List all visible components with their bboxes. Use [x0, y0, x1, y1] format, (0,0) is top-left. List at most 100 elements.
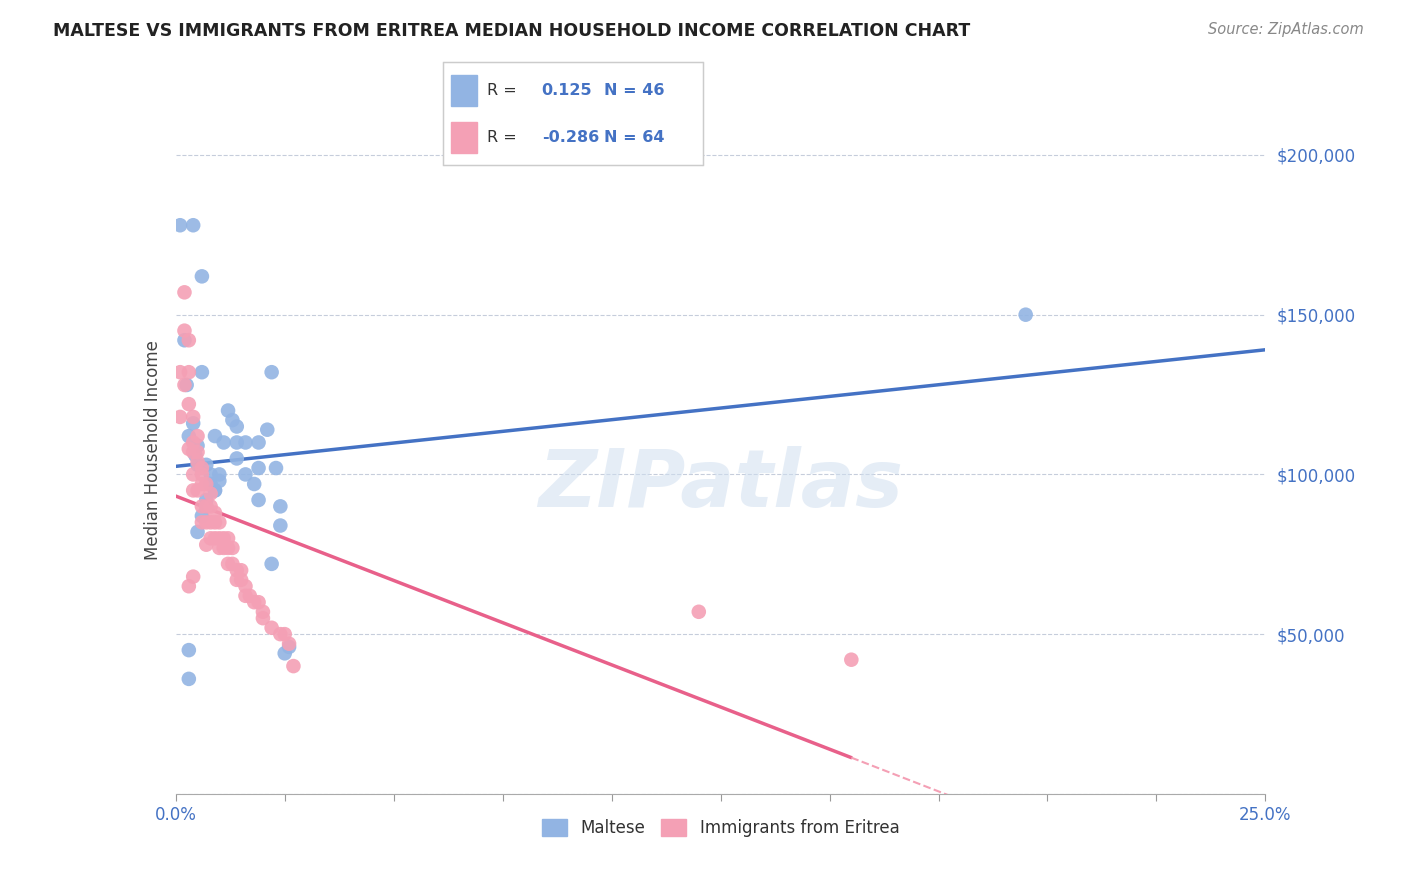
Point [688, 605, 710, 619]
Point [235, 579, 257, 593]
Point [186, 429, 209, 443]
Point [181, 219, 204, 233]
Point [208, 516, 231, 530]
Point [177, 672, 200, 686]
Text: ZIPatlas: ZIPatlas [538, 446, 903, 524]
Point [264, 461, 287, 475]
Point [204, 483, 226, 498]
Point [181, 467, 204, 482]
Point [221, 541, 243, 555]
Point [269, 518, 291, 533]
Point [195, 458, 218, 472]
Bar [451, 75, 477, 105]
Point [247, 493, 270, 508]
Text: MALTESE VS IMMIGRANTS FROM ERITREA MEDIAN HOUSEHOLD INCOME CORRELATION CHART: MALTESE VS IMMIGRANTS FROM ERITREA MEDIA… [53, 22, 970, 40]
Point [841, 653, 863, 667]
Text: 0.125: 0.125 [541, 83, 592, 97]
Point [235, 467, 257, 482]
Point [186, 445, 209, 459]
Point [195, 500, 218, 514]
Point [225, 419, 247, 434]
Point [204, 531, 226, 545]
Point [231, 573, 253, 587]
Point [208, 541, 231, 555]
Point [181, 445, 204, 459]
Point [260, 621, 283, 635]
Point [208, 474, 231, 488]
Text: -0.286: -0.286 [541, 130, 599, 145]
Point [247, 595, 270, 609]
Point [177, 429, 200, 443]
Point [274, 627, 297, 641]
Point [200, 500, 222, 514]
Point [278, 640, 301, 654]
Text: R =: R = [486, 83, 517, 97]
Point [191, 500, 214, 514]
Point [208, 467, 231, 482]
Text: N = 46: N = 46 [605, 83, 665, 97]
Point [247, 461, 270, 475]
Point [195, 516, 218, 530]
Text: Source: ZipAtlas.com: Source: ZipAtlas.com [1208, 22, 1364, 37]
Point [221, 413, 243, 427]
Text: N = 64: N = 64 [605, 130, 665, 145]
Point [186, 439, 209, 453]
Point [177, 579, 200, 593]
Point [212, 531, 235, 545]
Point [191, 477, 214, 491]
Point [195, 500, 218, 514]
Point [221, 557, 243, 571]
Point [191, 508, 214, 523]
Point [169, 219, 191, 233]
Point [252, 611, 274, 625]
Point [204, 429, 226, 443]
Point [181, 417, 204, 431]
Point [269, 627, 291, 641]
Point [256, 423, 278, 437]
Point [269, 500, 291, 514]
Point [204, 506, 226, 520]
Point [181, 435, 204, 450]
Point [191, 269, 214, 284]
Point [225, 451, 247, 466]
Legend: Maltese, Immigrants from Eritrea: Maltese, Immigrants from Eritrea [534, 813, 907, 844]
Point [184, 448, 207, 462]
Point [181, 409, 204, 424]
Point [260, 557, 283, 571]
Point [200, 467, 222, 482]
Point [217, 531, 239, 545]
Point [191, 516, 214, 530]
Point [173, 378, 195, 392]
Point [186, 524, 209, 539]
Point [200, 486, 222, 500]
Point [235, 435, 257, 450]
Point [195, 538, 218, 552]
Point [283, 659, 305, 673]
Point [177, 442, 200, 456]
Point [235, 589, 257, 603]
Point [225, 573, 247, 587]
Point [260, 365, 283, 379]
Point [217, 403, 239, 417]
Point [217, 541, 239, 555]
Point [195, 477, 218, 491]
Point [191, 461, 214, 475]
Point [212, 541, 235, 555]
Point [177, 643, 200, 657]
Point [186, 458, 209, 472]
Point [204, 483, 226, 498]
Point [181, 569, 204, 583]
Point [278, 637, 301, 651]
Point [200, 477, 222, 491]
Point [208, 531, 231, 545]
Point [225, 435, 247, 450]
Point [225, 563, 247, 577]
Point [181, 483, 204, 498]
Y-axis label: Median Household Income: Median Household Income [143, 341, 162, 560]
Point [186, 483, 209, 498]
Point [177, 333, 200, 347]
Point [177, 397, 200, 411]
Point [274, 646, 297, 660]
Point [173, 333, 195, 347]
Point [200, 516, 222, 530]
